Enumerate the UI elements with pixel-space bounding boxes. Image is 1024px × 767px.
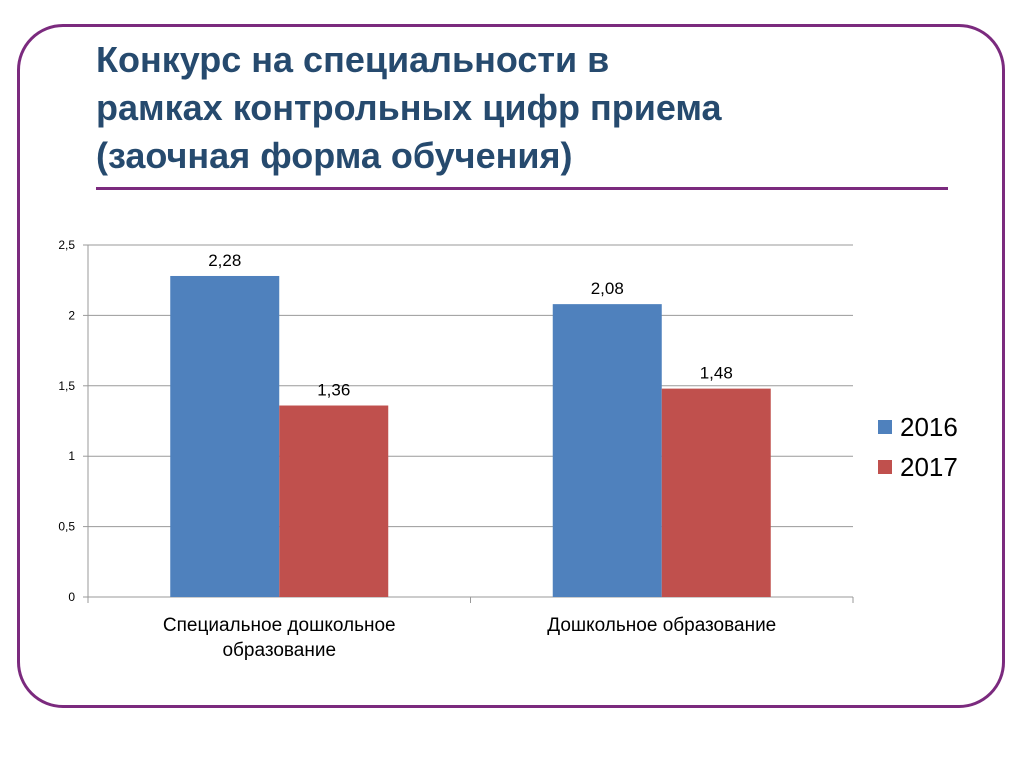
y-tick-label: 1 xyxy=(68,449,75,463)
data-label: 2,08 xyxy=(591,279,624,298)
bar-2016-2 xyxy=(552,304,662,597)
y-tick-label: 1,5 xyxy=(58,379,75,393)
legend-swatch-2017 xyxy=(878,460,892,474)
legend-label: 2016 xyxy=(900,412,958,442)
bar-2017-2 xyxy=(661,388,771,597)
legend-swatch-2016 xyxy=(878,420,892,434)
title-underline xyxy=(96,187,948,190)
category-label: Специальное дошкольное xyxy=(163,615,396,636)
category-label: Дошкольное образование xyxy=(547,615,776,636)
y-tick-label: 2,5 xyxy=(58,238,75,252)
legend-label: 2017 xyxy=(900,452,958,482)
y-tick-label: 0,5 xyxy=(58,520,75,534)
data-label: 1,48 xyxy=(700,364,733,383)
slide-title: Конкурс на специальности в рамках контро… xyxy=(96,39,722,176)
data-label: 2,28 xyxy=(208,251,241,270)
bar-2017-1 xyxy=(279,405,389,597)
category-label: образование xyxy=(222,640,336,661)
y-tick-label: 2 xyxy=(68,308,75,322)
data-label: 1,36 xyxy=(317,381,350,400)
y-tick-label: 0 xyxy=(68,590,75,604)
bar-2016-1 xyxy=(170,275,280,597)
slide-frame xyxy=(17,24,1005,708)
